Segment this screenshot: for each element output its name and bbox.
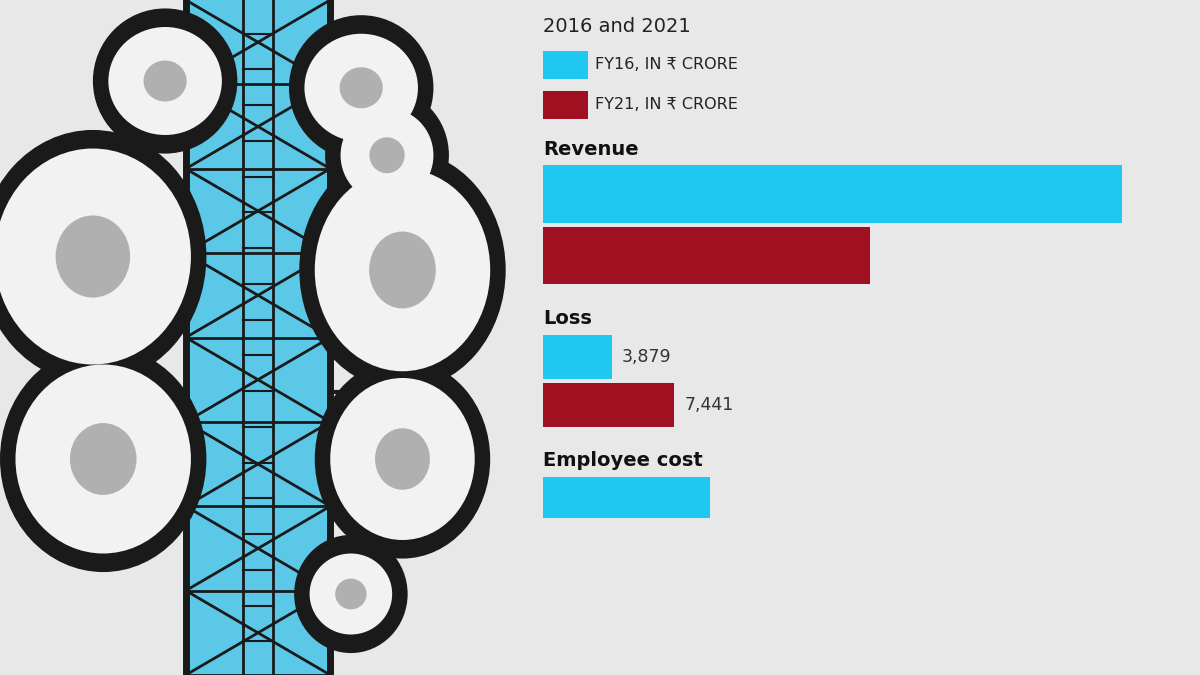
- Ellipse shape: [370, 137, 404, 173]
- Bar: [544, 477, 710, 518]
- Ellipse shape: [299, 151, 505, 390]
- Ellipse shape: [341, 108, 433, 202]
- Text: FY21, IN ₹ CRORE: FY21, IN ₹ CRORE: [595, 97, 738, 112]
- Ellipse shape: [0, 130, 206, 383]
- Ellipse shape: [0, 148, 191, 364]
- Ellipse shape: [144, 61, 187, 101]
- Ellipse shape: [0, 346, 206, 572]
- Ellipse shape: [314, 359, 491, 559]
- Bar: [544, 227, 870, 284]
- Ellipse shape: [310, 554, 392, 634]
- Ellipse shape: [305, 34, 418, 142]
- Ellipse shape: [108, 27, 222, 135]
- Text: 32,919: 32,919: [1032, 184, 1112, 204]
- Text: Revenue: Revenue: [544, 140, 638, 159]
- Text: FY16, IN ₹ CRORE: FY16, IN ₹ CRORE: [595, 57, 738, 72]
- Ellipse shape: [330, 378, 475, 540]
- Text: 2016 and 2021: 2016 and 2021: [544, 17, 691, 36]
- Ellipse shape: [294, 535, 408, 653]
- Text: Loss: Loss: [544, 309, 593, 328]
- Bar: [186, 0, 330, 675]
- Bar: [544, 383, 674, 427]
- Ellipse shape: [16, 364, 191, 554]
- Text: Employee cost: Employee cost: [544, 452, 703, 470]
- Bar: [544, 165, 1122, 223]
- Ellipse shape: [335, 578, 366, 610]
- Bar: [544, 91, 588, 119]
- Bar: [544, 51, 588, 79]
- Text: 3,879: 3,879: [622, 348, 672, 366]
- Text: 18,595: 18,595: [780, 246, 860, 265]
- Ellipse shape: [70, 423, 137, 495]
- Text: 7,441: 7,441: [684, 396, 733, 414]
- Ellipse shape: [370, 232, 436, 308]
- Ellipse shape: [314, 169, 491, 371]
- Ellipse shape: [340, 68, 383, 108]
- Ellipse shape: [376, 428, 430, 490]
- Bar: [544, 335, 612, 379]
- Ellipse shape: [92, 9, 238, 154]
- Ellipse shape: [55, 215, 130, 298]
- Ellipse shape: [289, 16, 433, 161]
- Ellipse shape: [325, 90, 449, 221]
